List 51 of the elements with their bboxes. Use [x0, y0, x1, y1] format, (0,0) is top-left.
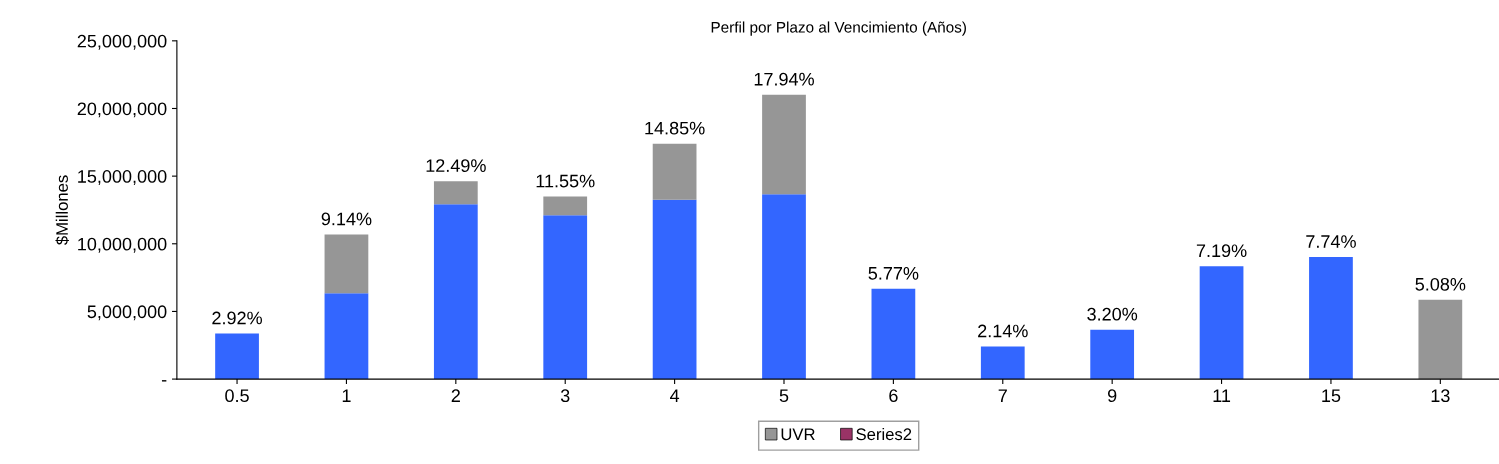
bar: [762, 194, 806, 380]
y-tick-label: 5,000,000: [87, 305, 167, 321]
legend-label: Series2: [856, 427, 912, 441]
x-tick-label: 0.5: [225, 389, 249, 403]
annotation: 5.08%: [1415, 277, 1466, 291]
x-tick-label: 15: [1322, 389, 1341, 403]
annotation: 11.55%: [536, 174, 595, 188]
x-tick-label: 5: [779, 389, 789, 403]
x-tick-label: 1: [342, 389, 351, 402]
x-tick-label: 7: [998, 389, 1007, 402]
bar: [324, 293, 369, 380]
annotation: 14.85%: [645, 121, 705, 135]
bar: [1199, 266, 1244, 380]
y-tick-label: 25,000,000: [77, 34, 167, 50]
bar: [543, 196, 588, 216]
annotation: 2.92%: [212, 311, 262, 325]
x-tick-label: 6: [889, 389, 898, 403]
bar: [1309, 257, 1353, 380]
bar: [1418, 299, 1463, 380]
chart-title: Perfil por Plazo al Vencimiento (Años): [711, 21, 966, 36]
bar: [652, 199, 697, 380]
y-tick-label: 15,000,000: [78, 170, 167, 185]
annotation: 3.20%: [1087, 307, 1138, 321]
annotation: 17.94%: [754, 72, 814, 86]
bar: [652, 143, 697, 200]
x-tick-label: 9: [1107, 389, 1117, 403]
annotation: 2.14%: [978, 324, 1028, 338]
bar: [433, 204, 478, 380]
x-tick-label: 13: [1431, 389, 1450, 403]
x-tick-label: 3: [560, 389, 570, 403]
bar: [1090, 329, 1135, 380]
y-tick-label: 10,000,000: [78, 237, 167, 253]
bar: [871, 288, 916, 380]
annotation: 7.74%: [1306, 235, 1356, 248]
legend-label: UVR: [781, 428, 815, 441]
x-tick-label: 2: [451, 389, 460, 402]
x-tick-label: 11: [1213, 389, 1231, 402]
bar: [215, 333, 259, 380]
annotation: 9.14%: [321, 212, 372, 226]
annotation: 5.77%: [868, 267, 919, 280]
bar: [762, 94, 806, 195]
annotation: 12.49%: [426, 159, 486, 173]
y-tick-label: 20,000,000: [77, 102, 167, 118]
x-tick-label: 4: [670, 389, 680, 402]
annotation: 7.19%: [1196, 244, 1247, 258]
y-tick-label: -: [161, 380, 167, 382]
bar: [324, 234, 369, 294]
bar: [543, 215, 588, 380]
y-axis-title: $Millones: [55, 175, 69, 245]
bar: [433, 181, 478, 205]
bar: [980, 346, 1025, 380]
